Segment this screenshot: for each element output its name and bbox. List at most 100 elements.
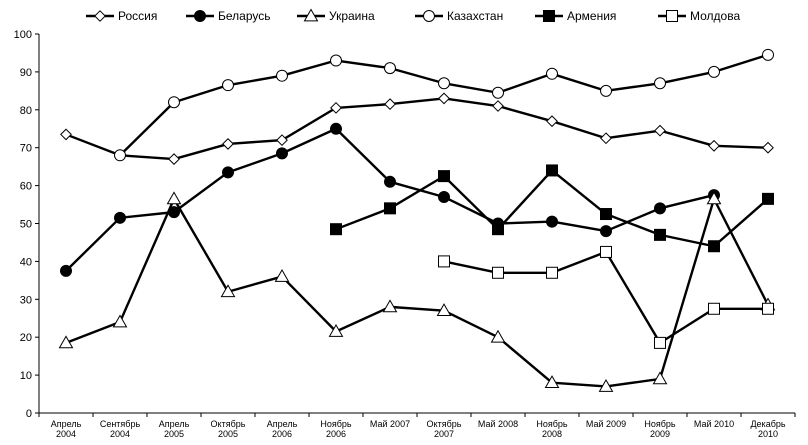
data-point bbox=[384, 175, 396, 188]
legend-marker bbox=[94, 10, 106, 22]
y-tick-label: 50 bbox=[20, 219, 32, 231]
legend-label: Украина bbox=[329, 9, 375, 23]
data-point bbox=[546, 67, 558, 80]
data-point bbox=[330, 101, 342, 114]
data-point bbox=[168, 96, 180, 109]
series-layer bbox=[58, 48, 776, 392]
data-point bbox=[384, 98, 396, 111]
data-point bbox=[762, 48, 774, 61]
legend-item-5: Армения bbox=[535, 9, 616, 23]
data-point bbox=[276, 134, 288, 147]
y-tick-label: 60 bbox=[20, 181, 32, 193]
legend-label: Беларусь bbox=[218, 9, 270, 23]
data-point bbox=[654, 77, 666, 90]
series-2 bbox=[60, 122, 720, 277]
x-tick-label: Ноябрь 2008 bbox=[536, 419, 568, 439]
legend-item-2: Беларусь bbox=[186, 9, 270, 23]
x-tick-label: Апрель 2006 bbox=[267, 419, 298, 439]
data-point bbox=[222, 138, 234, 150]
series-5 bbox=[330, 164, 774, 253]
data-point bbox=[168, 153, 180, 165]
data-point bbox=[438, 170, 450, 183]
legend-marker bbox=[194, 10, 206, 22]
data-point bbox=[600, 245, 612, 258]
data-point bbox=[544, 375, 560, 389]
x-tick-label: Май 2009 bbox=[586, 419, 626, 429]
series-line bbox=[443, 250, 768, 345]
series-1 bbox=[60, 92, 774, 165]
legend-label: Армения bbox=[567, 9, 616, 23]
axes: 0 10 20 30 40 50 60 70 80 90 100 Апрель 2004 Сентябрь… bbox=[14, 29, 796, 439]
y-tick-label: 80 bbox=[20, 105, 32, 117]
data-point bbox=[60, 128, 72, 141]
data-point bbox=[546, 164, 558, 177]
y-tick-label: 10 bbox=[20, 370, 32, 382]
series-line bbox=[65, 127, 715, 272]
legend: Россия Беларусь Украина Казахстан Армения Мол… bbox=[86, 8, 740, 23]
data-point bbox=[274, 269, 290, 282]
data-point bbox=[654, 124, 666, 137]
data-point bbox=[222, 79, 234, 92]
data-point bbox=[60, 264, 72, 277]
legend-item-1: Россия bbox=[86, 9, 157, 23]
data-point bbox=[436, 303, 452, 317]
data-point bbox=[438, 190, 450, 203]
series-line bbox=[65, 197, 770, 388]
x-tick-label: Сентябрь 2004 bbox=[100, 419, 141, 439]
legend-marker bbox=[666, 10, 678, 22]
series-line bbox=[65, 97, 769, 161]
data-point bbox=[220, 284, 236, 298]
data-point bbox=[706, 191, 722, 205]
x-tick-label: Октябрь 2007 bbox=[427, 419, 462, 439]
data-point bbox=[114, 211, 126, 224]
data-point bbox=[328, 324, 344, 337]
legend-marker bbox=[543, 10, 555, 22]
data-point bbox=[438, 255, 450, 268]
x-tick-label: Апрель 2004 bbox=[51, 419, 82, 439]
data-point bbox=[330, 54, 342, 67]
data-point bbox=[58, 335, 74, 349]
data-point bbox=[112, 314, 128, 328]
data-point bbox=[438, 77, 450, 90]
data-point bbox=[652, 371, 668, 385]
data-point bbox=[654, 336, 666, 349]
x-tick-label: Ноябрь 2006 bbox=[320, 419, 352, 439]
series-line bbox=[119, 53, 769, 157]
legend-item-4: Казахстан bbox=[415, 9, 503, 23]
data-point bbox=[762, 192, 774, 205]
data-point bbox=[654, 202, 666, 215]
data-point bbox=[762, 141, 774, 154]
data-point bbox=[654, 228, 666, 241]
data-point bbox=[708, 65, 720, 78]
data-point bbox=[330, 223, 342, 236]
y-tick-label: 0 bbox=[26, 408, 32, 420]
data-point bbox=[384, 202, 396, 215]
data-point bbox=[600, 132, 612, 145]
data-point bbox=[546, 266, 558, 279]
data-point bbox=[166, 191, 182, 205]
data-point bbox=[222, 166, 234, 179]
data-point bbox=[492, 100, 504, 112]
legend-label: Казахстан bbox=[447, 9, 503, 23]
x-tick-label: Май 2007 bbox=[370, 419, 410, 429]
data-point bbox=[546, 115, 558, 128]
data-point bbox=[600, 208, 612, 221]
legend-marker bbox=[423, 10, 435, 22]
x-tick-label: Апрель 2005 bbox=[159, 419, 190, 439]
legend-label: Молдова bbox=[690, 9, 740, 23]
legend-label: Россия bbox=[118, 9, 157, 23]
y-tick-label: 70 bbox=[20, 143, 32, 155]
data-point bbox=[600, 84, 612, 97]
x-tick-label: Декабрь 2010 bbox=[750, 419, 785, 439]
legend-marker bbox=[303, 8, 319, 22]
data-point bbox=[330, 122, 342, 135]
data-point bbox=[492, 86, 504, 99]
data-point bbox=[490, 329, 506, 343]
data-point bbox=[598, 378, 614, 392]
y-tick-label: 90 bbox=[20, 67, 32, 79]
series-6 bbox=[438, 245, 774, 349]
legend-item-6: Молдова bbox=[658, 9, 740, 23]
series-4 bbox=[114, 48, 774, 162]
x-tick-label: Октябрь 2005 bbox=[211, 419, 246, 439]
